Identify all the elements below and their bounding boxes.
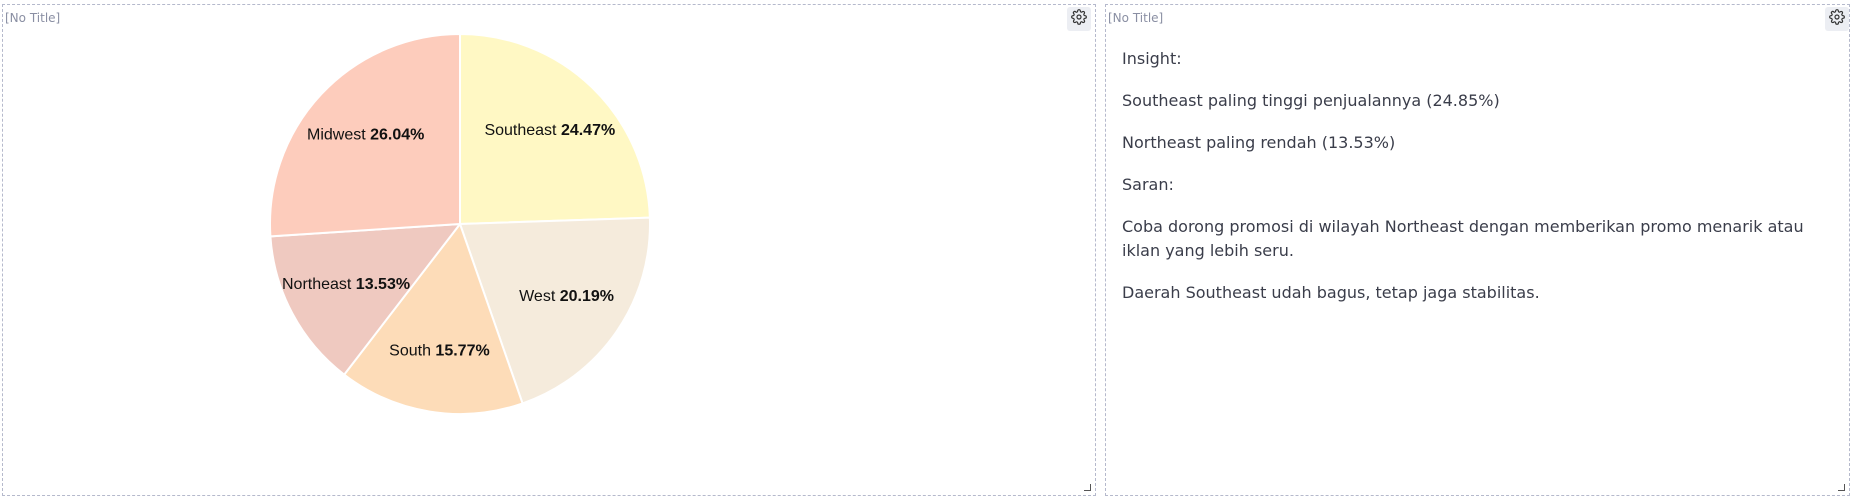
pie-label-northeast: Northeast 13.53% [282,276,410,293]
pie-label-name: Midwest [307,127,370,144]
chart-panel: [No Title] Southeast 24.47% West 20.19% So… [2,4,1096,496]
suggestion-paragraph: Coba dorong promosi di wilayah Northeast… [1122,217,1804,260]
settings-button[interactable] [1825,7,1849,31]
insight-paragraph: Northeast paling rendah (13.53%) [1122,133,1396,152]
text-panel: [No Title] Insight: Southeast paling tin… [1105,4,1850,496]
pie-label-west: West 20.19% [519,288,614,305]
pie-label-name: Northeast [282,276,356,293]
pie-label-south: South 15.77% [389,343,490,360]
gear-icon [1071,9,1087,29]
settings-button[interactable] [1067,7,1091,31]
insight-heading: Insight: [1122,49,1182,68]
insight-text: Insight: Southeast paling tinggi penjual… [1122,47,1822,323]
suggestion-paragraph: Daerah Southeast udah bagus, tetap jaga … [1122,283,1540,302]
resize-handle[interactable] [1084,484,1091,491]
suggestion-heading: Saran: [1122,175,1174,194]
pie-slice-midwest[interactable] [269,32,461,238]
pie-label-name: West [519,288,560,305]
pie-slice-west[interactable] [458,216,651,405]
panel-title: [No Title] [5,11,61,25]
pie-slice-southeast[interactable] [459,32,651,226]
pie-label-value: 26.04% [370,127,424,144]
pie-chart: Southeast 24.47% West 20.19% South 15.77% N… [269,32,651,415]
pie-slice-northeast[interactable] [269,222,463,377]
insight-paragraph: Southeast paling tinggi penjualannya (24… [1122,91,1500,110]
pie-label-value: 15.77% [435,343,489,360]
pie-label-name: Southeast [484,122,561,139]
pie-label-southeast: Southeast 24.47% [484,122,615,139]
pie-slice-south[interactable] [342,221,524,415]
pie-label-midwest: Midwest 26.04% [307,127,424,144]
gear-icon [1829,9,1845,29]
pie-label-value: 24.47% [561,122,615,139]
pie-label-name: South [389,343,435,360]
panel-title: [No Title] [1108,11,1164,25]
pie-label-value: 13.53% [356,276,410,293]
pie-label-value: 20.19% [560,288,614,305]
resize-handle[interactable] [1838,484,1845,491]
